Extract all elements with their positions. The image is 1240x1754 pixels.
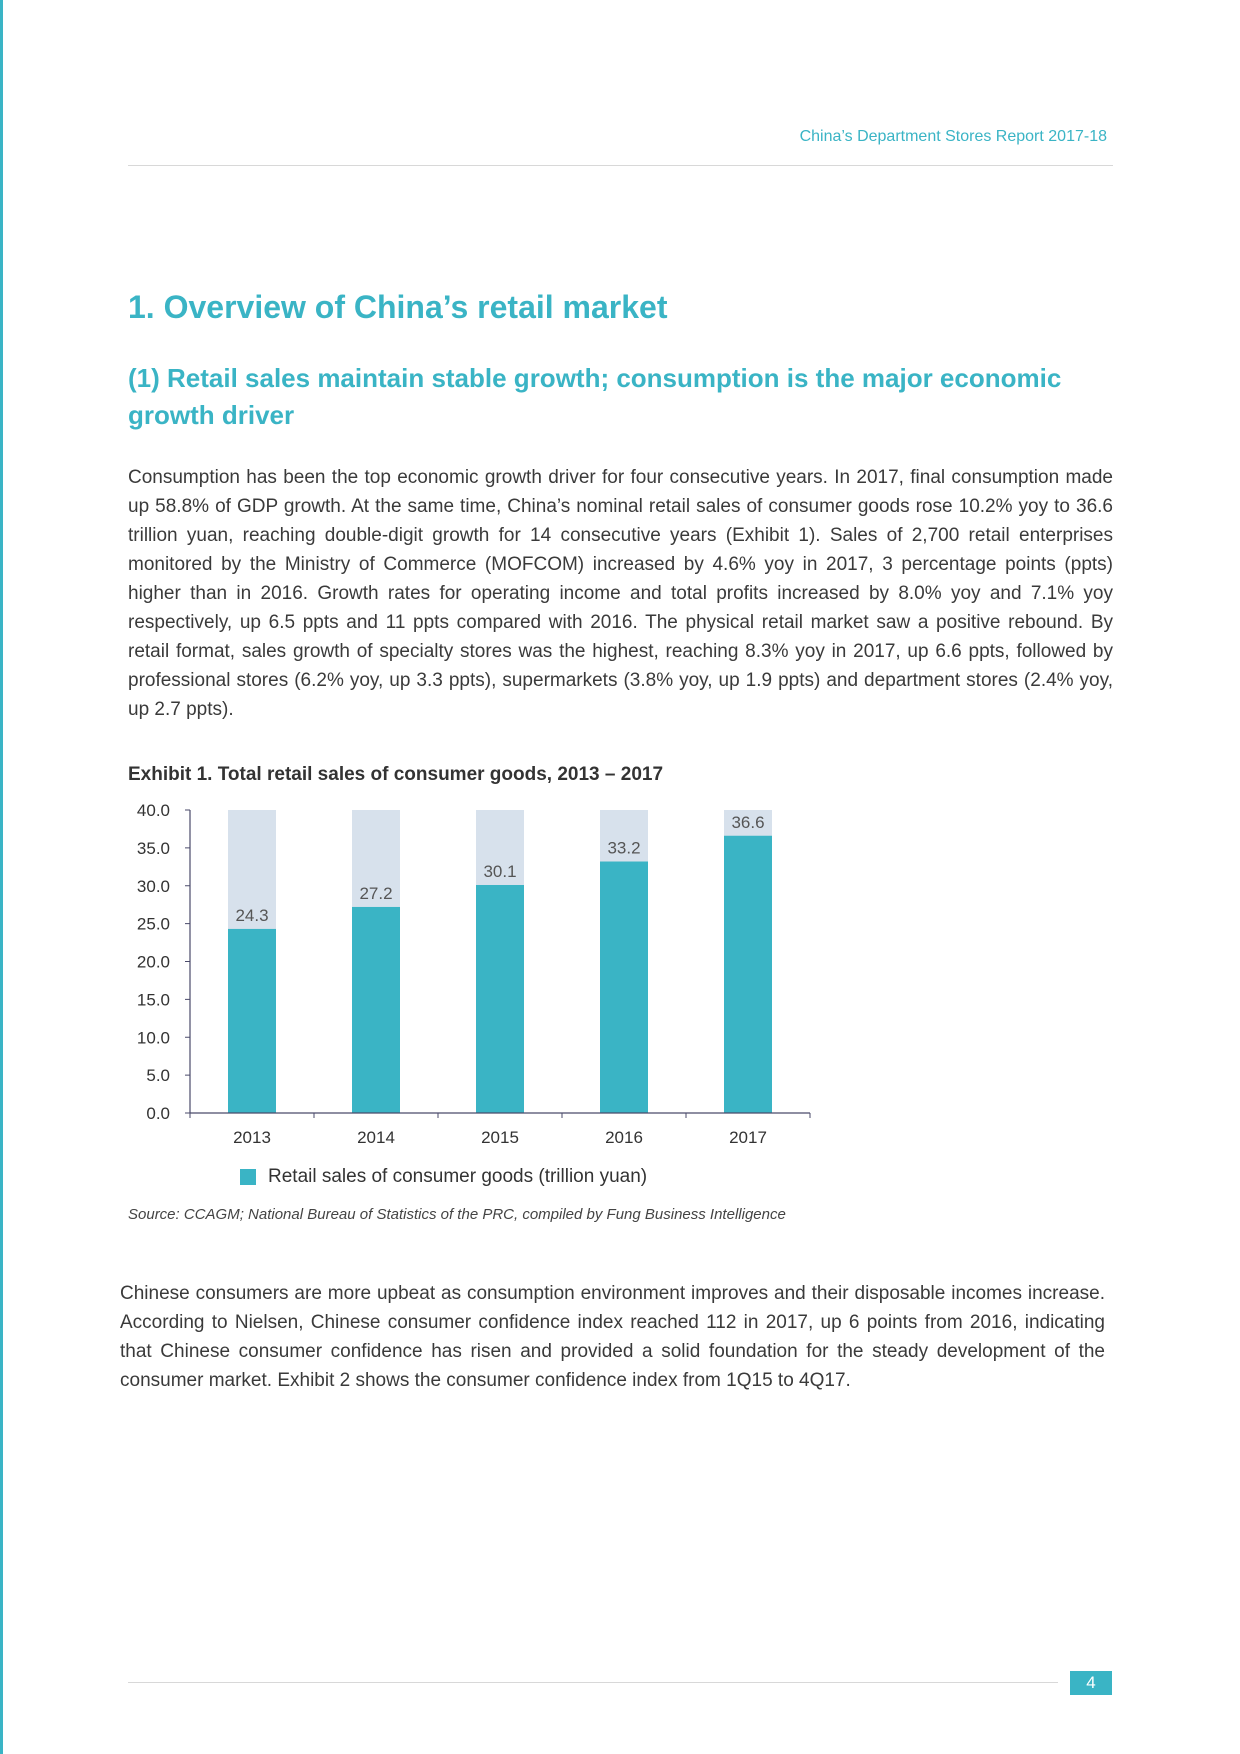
- y-tick-label: 30.0: [137, 877, 170, 896]
- legend-swatch: [240, 1169, 256, 1185]
- y-tick-label: 10.0: [137, 1028, 170, 1047]
- exhibit-title: Exhibit 1. Total retail sales of consume…: [128, 764, 664, 785]
- data-label: 30.1: [483, 862, 516, 881]
- chart-legend: Retail sales of consumer goods (trillion…: [240, 1166, 647, 1188]
- left-accent-rule: [0, 0, 3, 1754]
- bar: [600, 861, 648, 1113]
- footer-divider: [128, 1682, 1058, 1683]
- bar: [476, 884, 524, 1113]
- chart-svg: 24.3 2013 27.2 2014 30.1 2015 33.2 2016 36.6 2017…: [137, 801, 811, 1147]
- data-label: 36.6: [731, 813, 764, 832]
- data-label: 27.2: [359, 884, 392, 903]
- y-tick-label: 0.0: [146, 1104, 170, 1123]
- y-tick-label: 40.0: [137, 801, 170, 820]
- y-tick-label: 25.0: [137, 915, 170, 934]
- x-tick-label: 2013: [233, 1128, 271, 1147]
- bar: [228, 928, 276, 1113]
- bar: [352, 906, 400, 1113]
- x-tick-label: 2015: [481, 1128, 519, 1147]
- data-label: 33.2: [607, 839, 640, 858]
- bar: [724, 835, 772, 1113]
- y-tick-label: 15.0: [137, 990, 170, 1009]
- x-tick-label: 2016: [605, 1128, 643, 1147]
- running-header: China’s Department Stores Report 2017-18: [799, 128, 1107, 145]
- y-tick-label: 35.0: [137, 839, 170, 858]
- x-tick-label: 2017: [729, 1128, 767, 1147]
- header-divider: [128, 165, 1113, 166]
- page-number: 4: [1070, 1671, 1112, 1695]
- body-paragraph-1: Consumption has been the top economic gr…: [128, 467, 1113, 720]
- subsection-title: (1) Retail sales maintain stable growth;…: [128, 363, 1062, 430]
- exhibit-source: Source: CCAGM; National Bureau of Statis…: [128, 1206, 786, 1223]
- section-title: 1. Overview of China’s retail market: [128, 289, 668, 325]
- retail-sales-chart: 24.3 2013 27.2 2014 30.1 2015 33.2 2016 36.6 2017…: [120, 795, 820, 1165]
- x-tick-label: 2014: [357, 1128, 395, 1147]
- data-label: 24.3: [235, 906, 268, 925]
- body-paragraph-2: Chinese consumers are more upbeat as con…: [120, 1283, 1105, 1391]
- y-tick-label: 20.0: [137, 953, 170, 972]
- y-tick-label: 5.0: [146, 1066, 170, 1085]
- legend-label: Retail sales of consumer goods (trillion…: [268, 1166, 648, 1187]
